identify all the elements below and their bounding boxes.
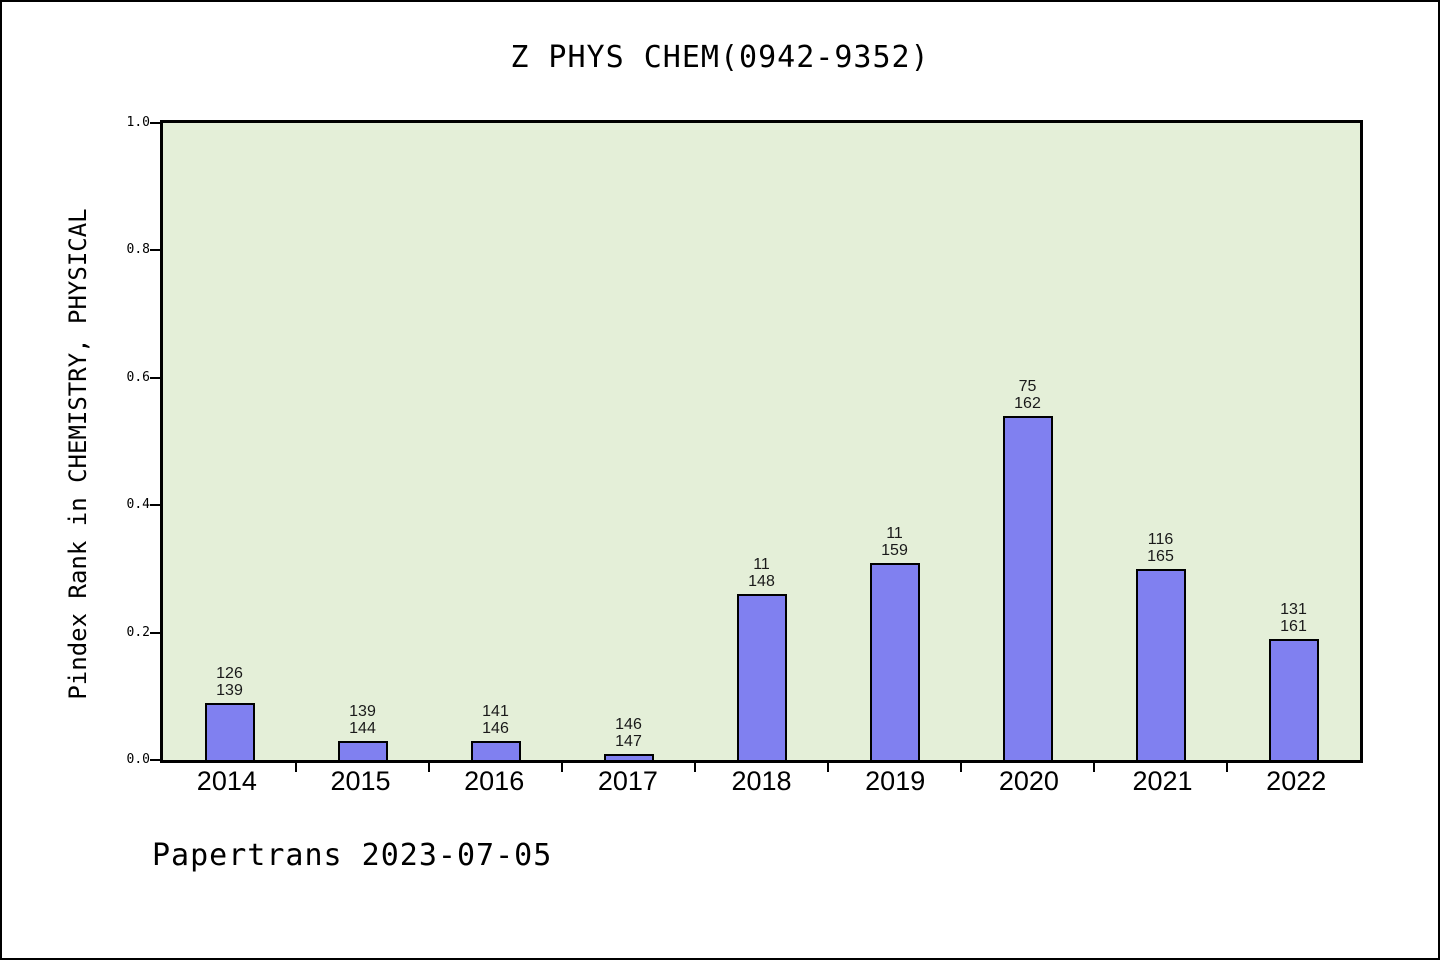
bar-2021 bbox=[1135, 569, 1186, 760]
x-tick-label-2020: 2020 bbox=[998, 766, 1059, 796]
y-tick-label-1.0: 1.0 bbox=[126, 115, 150, 130]
plot-area: 126 139 139 144 141 146 146 147 11 148 11 159 75 162 1… bbox=[160, 120, 1363, 763]
bar-2016 bbox=[470, 741, 521, 760]
x-tick-mark bbox=[1226, 763, 1228, 772]
x-tick-mark bbox=[960, 763, 962, 772]
x-tick-mark bbox=[428, 763, 430, 772]
bar-2018 bbox=[736, 594, 787, 760]
footer-watermark: Papertrans 2023-07-05 bbox=[152, 838, 553, 873]
x-tick-mark bbox=[1093, 763, 1095, 772]
x-tick-label-2016: 2016 bbox=[464, 766, 525, 796]
x-tick-label-2017: 2017 bbox=[597, 766, 658, 796]
x-tick-mark bbox=[561, 763, 563, 772]
y-tick-mark bbox=[150, 504, 160, 507]
y-tick-mark bbox=[150, 631, 160, 634]
bar-2022 bbox=[1268, 639, 1319, 760]
y-tick-label-0.6: 0.6 bbox=[126, 369, 150, 385]
bar-label-2018: 11 148 bbox=[748, 556, 775, 590]
bar-2020 bbox=[1002, 416, 1053, 760]
x-axis-category-labels: 2014 2015 2016 2017 2018 2019 2020 2021 2022 bbox=[160, 766, 1363, 800]
x-tick-label-2018: 2018 bbox=[731, 766, 792, 796]
y-tick-mark bbox=[150, 122, 160, 124]
bar-label-2019: 11 159 bbox=[881, 525, 908, 559]
chart-title: Z PHYS CHEM(0942-9352) bbox=[510, 40, 930, 75]
x-tick-mark bbox=[694, 763, 696, 772]
bar-2019 bbox=[869, 563, 920, 760]
bar-label-2017: 146 147 bbox=[615, 716, 642, 750]
y-tick-label-0.8: 0.8 bbox=[126, 242, 150, 258]
bar-label-2021: 116 165 bbox=[1147, 531, 1174, 565]
bar-2017 bbox=[603, 754, 654, 760]
bar-label-2022: 131 161 bbox=[1280, 601, 1307, 635]
x-tick-mark bbox=[295, 763, 297, 772]
x-tick-label-2015: 2015 bbox=[330, 766, 391, 796]
x-tick-mark bbox=[827, 763, 829, 772]
y-tick-mark bbox=[150, 759, 160, 761]
x-tick-label-2022: 2022 bbox=[1266, 766, 1327, 796]
bar-label-2015: 139 144 bbox=[349, 703, 376, 737]
bar-2014 bbox=[204, 703, 255, 760]
bar-label-2016: 141 146 bbox=[482, 703, 509, 737]
y-tick-mark bbox=[150, 249, 160, 252]
y-tick-mark bbox=[150, 376, 160, 379]
y-tick-label-0.4: 0.4 bbox=[126, 497, 150, 513]
bar-label-2020: 75 162 bbox=[1014, 378, 1041, 412]
bar-label-2014: 126 139 bbox=[216, 665, 243, 699]
y-tick-label-0.2: 0.2 bbox=[126, 624, 150, 640]
x-tick-label-2019: 2019 bbox=[865, 766, 926, 796]
y-tick-label-0.0: 0.0 bbox=[126, 752, 150, 767]
x-tick-label-2021: 2021 bbox=[1132, 766, 1193, 796]
bar-2015 bbox=[337, 741, 388, 760]
x-tick-label-2014: 2014 bbox=[196, 766, 257, 796]
